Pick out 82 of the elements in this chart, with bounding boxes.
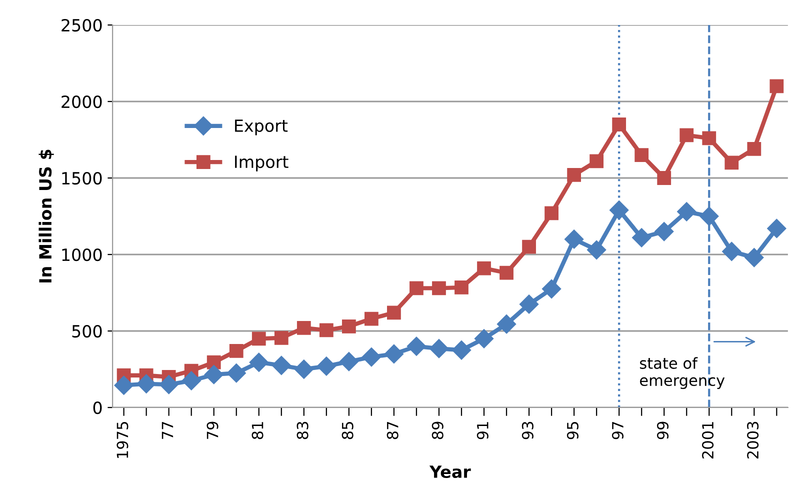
point	[114, 376, 134, 395]
y-tick-label: 1500	[62, 172, 102, 185]
point	[274, 330, 288, 345]
point	[384, 344, 404, 364]
point	[410, 281, 424, 296]
x-tick-label: 1975	[116, 422, 128, 458]
x-tick-label: 2001	[702, 422, 714, 458]
x-tick-label: 87	[386, 422, 398, 440]
x-tick-label: 85	[342, 422, 354, 440]
y-tick-label: 0	[93, 401, 102, 414]
y-tick-label: 500	[72, 324, 102, 338]
point	[610, 200, 629, 220]
point	[567, 168, 581, 182]
point	[612, 118, 626, 132]
legend-label: Import	[235, 156, 288, 172]
point	[564, 230, 584, 249]
point	[252, 332, 266, 346]
point	[204, 365, 224, 384]
point	[477, 261, 491, 276]
point	[429, 339, 449, 358]
point	[724, 156, 739, 170]
point	[226, 364, 246, 383]
point	[342, 319, 356, 334]
point	[544, 206, 558, 220]
ref-line-label: state of emergency	[640, 357, 725, 390]
point	[770, 79, 784, 94]
point	[159, 375, 178, 394]
x-tick-label: 2003	[747, 422, 759, 458]
point	[767, 218, 786, 238]
point	[339, 352, 358, 372]
point	[590, 154, 604, 168]
x-tick-label: 93	[522, 422, 534, 440]
x-tick-label: 97	[612, 422, 624, 440]
point	[182, 371, 201, 390]
y-axis-title: In Million US $	[38, 150, 54, 282]
point	[747, 142, 762, 156]
x-axis-title: Year	[429, 466, 471, 478]
point	[294, 360, 314, 379]
point	[362, 347, 381, 367]
y-tick-label: 2000	[62, 95, 102, 108]
point	[522, 240, 536, 254]
point	[722, 242, 742, 261]
x-tick-label: 99	[656, 422, 669, 440]
x-tick-label: 91	[476, 422, 488, 440]
point	[229, 344, 244, 358]
point	[364, 312, 378, 326]
point	[677, 202, 696, 222]
point	[454, 280, 468, 294]
point	[319, 323, 334, 338]
point	[654, 222, 674, 242]
point	[387, 306, 401, 320]
point	[249, 352, 268, 372]
point	[452, 340, 472, 360]
x-tick-label: 79	[206, 422, 218, 439]
x-tick-label: 89	[432, 422, 444, 440]
point	[700, 206, 719, 226]
x-tick-label: 77	[162, 422, 174, 439]
point	[587, 240, 606, 260]
x-tick-label: 81	[252, 422, 264, 440]
point	[500, 266, 514, 280]
point	[136, 374, 156, 394]
x-tick-label: 95	[566, 422, 578, 440]
point	[744, 248, 764, 268]
point	[632, 228, 652, 248]
point	[316, 356, 336, 376]
point	[206, 355, 221, 370]
point	[474, 329, 494, 348]
point	[680, 128, 694, 142]
x-tick-label: 83	[296, 422, 308, 440]
point	[272, 356, 291, 375]
y-tick-label: 2500	[62, 18, 102, 32]
point	[520, 294, 539, 314]
point	[406, 336, 426, 356]
point	[432, 281, 446, 296]
point	[542, 279, 562, 298]
point	[657, 171, 672, 185]
point	[296, 320, 311, 335]
legend-label: Export	[235, 120, 288, 136]
point	[634, 148, 649, 162]
point	[702, 131, 716, 146]
y-tick-label: 1000	[62, 248, 102, 262]
point	[496, 314, 516, 334]
